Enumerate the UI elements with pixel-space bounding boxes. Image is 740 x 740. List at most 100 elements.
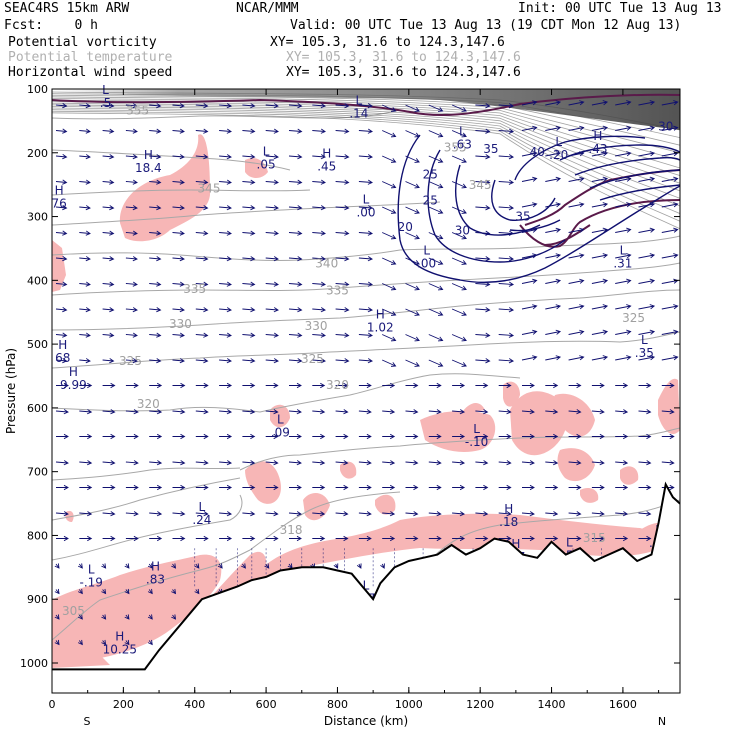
wind-arrow xyxy=(498,460,512,466)
wind-arrow xyxy=(661,202,679,208)
wind-arrow xyxy=(102,332,115,338)
wind-arrow xyxy=(591,484,605,491)
wind-arrow xyxy=(451,206,467,214)
wind-arrow xyxy=(358,128,373,134)
wind-arrow xyxy=(217,563,223,569)
wind-arrow xyxy=(405,104,420,112)
pv-shading-region xyxy=(245,461,281,504)
pv-extremum-kind: L xyxy=(459,124,466,138)
wind-speed-contour-label: 20 xyxy=(398,220,413,234)
theta-contour-label: 355 xyxy=(126,104,149,118)
wind-arrow xyxy=(661,460,675,466)
theta-contour xyxy=(52,189,311,196)
wind-arrow xyxy=(545,100,562,106)
pv-extremum-kind: H xyxy=(593,129,602,143)
wind-arrow xyxy=(149,256,162,262)
wind-arrow xyxy=(288,154,303,160)
wind-arrow xyxy=(382,257,397,265)
wind-arrow xyxy=(475,154,491,160)
y-tick-label: 900 xyxy=(27,593,48,606)
wind-arrow xyxy=(125,332,138,338)
wind-arrow xyxy=(172,154,185,160)
wind-arrow xyxy=(521,176,538,182)
wind-arrow xyxy=(568,355,585,361)
wind-arrow xyxy=(475,358,491,364)
pv-extremum-kind: L xyxy=(363,578,370,592)
wind-arrow xyxy=(428,130,444,138)
wind-arrow xyxy=(265,460,279,466)
wind-arrow xyxy=(475,484,489,491)
wind-arrow xyxy=(498,511,512,517)
wind-arrow xyxy=(265,307,279,313)
wind-arrow xyxy=(428,155,444,163)
pv-extremum-kind: L xyxy=(88,562,95,576)
wind-arrow xyxy=(149,332,162,338)
wind-arrow xyxy=(55,154,68,160)
wind-arrow xyxy=(568,382,582,389)
pv-contour xyxy=(52,93,680,117)
wind-arrow xyxy=(405,130,420,138)
wind-arrow xyxy=(382,382,396,389)
wind-arrow xyxy=(615,433,629,440)
wind-arrow xyxy=(335,128,350,134)
wind-arrow xyxy=(265,179,279,185)
wind-arrow xyxy=(172,256,185,262)
wind-arrow xyxy=(288,256,303,262)
wind-arrow xyxy=(102,409,116,415)
wind-arrow xyxy=(545,253,562,259)
upper-contour xyxy=(52,98,680,161)
y-tick-label: 600 xyxy=(27,402,48,415)
wind-arrow xyxy=(545,151,562,157)
wind-arrow xyxy=(451,155,467,163)
wind-arrow xyxy=(194,563,200,569)
wind-arrow xyxy=(615,202,632,208)
wind-arrow xyxy=(265,256,279,262)
wind-arrow xyxy=(615,409,629,415)
pv-extremum-value: .35 xyxy=(635,346,654,360)
wind-arrow xyxy=(405,535,419,542)
wind-arrow xyxy=(265,511,279,517)
wind-arrow xyxy=(428,359,444,367)
wind-arrow xyxy=(405,460,419,466)
wind-arrow xyxy=(591,125,609,131)
wind-arrow xyxy=(195,460,209,466)
wind-arrow xyxy=(77,639,83,646)
field-potential-vorticity-xy: XY= 105.3, 31.6 to 124.3,147.6 xyxy=(270,35,505,50)
wind-arrow xyxy=(56,382,69,389)
wind-arrow xyxy=(522,484,535,491)
wind-arrow xyxy=(615,125,632,131)
wind-arrow xyxy=(638,278,656,284)
wind-arrow xyxy=(335,484,349,491)
wind-arrow xyxy=(265,409,279,415)
wind-arrow xyxy=(289,433,302,440)
wind-speed-contour xyxy=(397,134,680,284)
pv-extremum-value: 10.25 xyxy=(103,642,137,656)
wind-arrow xyxy=(358,358,373,364)
wind-arrow xyxy=(382,232,397,240)
wind-arrow xyxy=(265,154,279,160)
wind-arrow xyxy=(242,535,256,542)
theta-contour xyxy=(52,262,680,296)
wind-arrow xyxy=(195,256,209,262)
pv-extremum-kind: L xyxy=(555,135,562,149)
wind-arrow xyxy=(55,358,68,364)
pv-extremum-kind: H xyxy=(58,338,67,352)
wind-arrow xyxy=(521,460,535,466)
wind-arrow xyxy=(79,358,91,364)
wind-arrow xyxy=(312,382,326,389)
wind-arrow xyxy=(428,334,444,342)
pv-extremum-value: -.19 xyxy=(80,575,103,589)
wind-arrow xyxy=(638,511,652,517)
upper-level-shading xyxy=(52,89,680,130)
pv-extremum-kind: H xyxy=(151,559,160,573)
wind-arrow xyxy=(125,307,138,313)
wind-arrow xyxy=(219,281,232,287)
theta-contour-label: 345 xyxy=(198,181,221,195)
wind-arrow xyxy=(451,232,467,240)
wind-arrow xyxy=(79,103,91,109)
wind-arrow xyxy=(475,128,491,134)
theta-contour xyxy=(52,235,680,262)
x-tick-label: 1400 xyxy=(538,698,566,711)
wind-arrow xyxy=(335,179,350,185)
wind-arrow xyxy=(428,382,442,389)
